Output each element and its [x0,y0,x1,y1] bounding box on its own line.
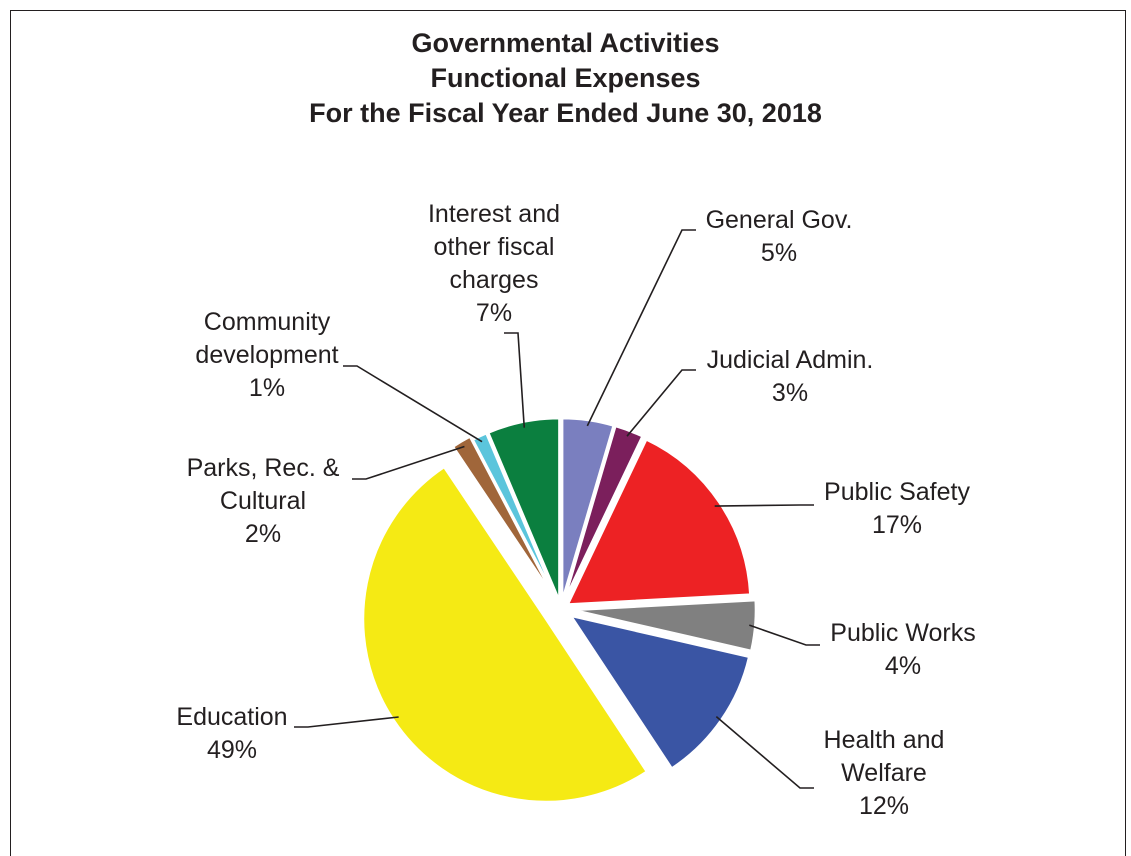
slice-label-line: other fiscal [434,233,555,261]
slice-label-line: Health and [824,726,945,754]
leader-line [714,504,814,507]
slice-label-line: Welfare [841,759,927,787]
pie-slice [572,598,758,653]
pie-slice [361,465,649,804]
leader-line [504,332,526,428]
chart-title-line-2: Functional Expenses [430,63,701,93]
slice-label: Health and Welfare 12% [824,726,945,820]
slice-label-line: Cultural [220,487,306,515]
slice-label: Community development 1% [195,308,338,402]
slice-label: Interest and other fiscal charges 7% [428,200,560,327]
slice-label-line: Interest and [428,200,560,228]
leader-line [626,369,696,437]
slice-percent: 3% [772,379,808,407]
slice-label: Public Safety 17% [824,478,970,539]
slice-label-line: Public Safety [824,478,970,506]
leader-line [352,445,465,480]
slice-percent: 7% [476,299,512,327]
slice-label-line: development [195,341,338,369]
slice-label-line: Public Works [830,619,975,647]
slice-label-line: charges [450,266,539,294]
pie-slice [471,431,559,603]
slice-label-line: Community [204,308,331,336]
slice-label-line: General Gov. [706,206,853,234]
pie-slice [562,424,645,603]
pie-slices [361,416,758,804]
chart-title: Governmental Activities Functional Expen… [0,26,1131,131]
leader-line [749,624,820,646]
chart-title-line-3: For the Fiscal Year Ended June 30, 2018 [309,98,822,128]
slice-percent: 49% [207,736,257,764]
slice-label: Parks, Rec. & Cultural 2% [187,454,340,548]
leader-lines [294,229,820,789]
slice-label-line: Judicial Admin. [707,346,874,374]
leader-line [586,229,696,427]
pie-slice [565,437,752,606]
slice-percent: 12% [859,792,909,820]
slice-labels: General Gov. 5% Judicial Admin. 3% Public Sa… [176,200,975,820]
slice-label: General Gov. 5% [706,206,853,267]
leader-line [294,716,399,728]
slice-label-line: Parks, Rec. & [187,454,340,482]
slice-percent: 17% [872,511,922,539]
chart-title-line-1: Governmental Activities [411,28,720,58]
leader-line [343,365,483,443]
slice-label-line: Education [176,703,287,731]
leader-line [715,716,814,789]
slice-label: Judicial Admin. 3% [707,346,874,407]
slice-percent: 2% [245,520,281,548]
slice-label: Education 49% [176,703,287,764]
slice-label: Public Works 4% [830,619,975,680]
pie-slice [451,434,556,600]
pie-slice [560,416,616,602]
slice-percent: 4% [885,652,921,680]
slice-percent: 1% [249,374,285,402]
slice-percent: 5% [761,239,797,267]
